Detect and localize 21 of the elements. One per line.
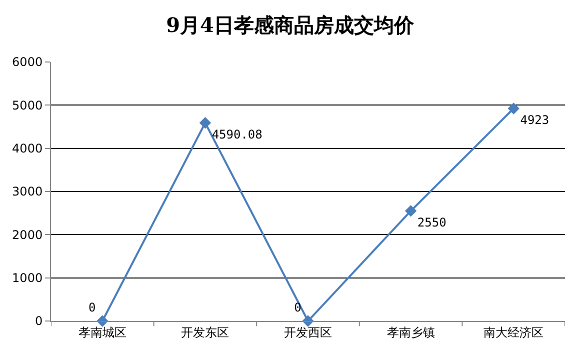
x-tick-label: 孝南乡镇	[386, 325, 435, 340]
x-tick-label: 开发西区	[284, 325, 332, 340]
point	[508, 102, 520, 114]
y-tick-label: 5000	[12, 98, 43, 112]
point	[199, 117, 212, 129]
data-label: 4590.08	[212, 127, 262, 142]
y-tick-label: 0	[34, 314, 43, 328]
y-tick-label: 6000	[12, 55, 43, 70]
y-tick-label: 4000	[12, 142, 43, 156]
x-tick-label: 孝南城区	[78, 325, 126, 340]
y-tick-label: 1000	[12, 271, 43, 286]
chart-title: 9月4日孝感商品房成交均价	[166, 12, 415, 37]
data-label: 2550	[417, 216, 446, 230]
point	[404, 205, 417, 217]
data-label: 0	[294, 300, 302, 314]
x-tick-label: 开发东区	[181, 325, 230, 340]
y-tick-label: 3000	[12, 184, 43, 199]
y-tick-label: 2000	[12, 228, 43, 242]
data-label: 0	[88, 300, 96, 314]
data-label: 4923	[520, 113, 550, 128]
x-tick-label: 南大经济区	[484, 325, 544, 340]
